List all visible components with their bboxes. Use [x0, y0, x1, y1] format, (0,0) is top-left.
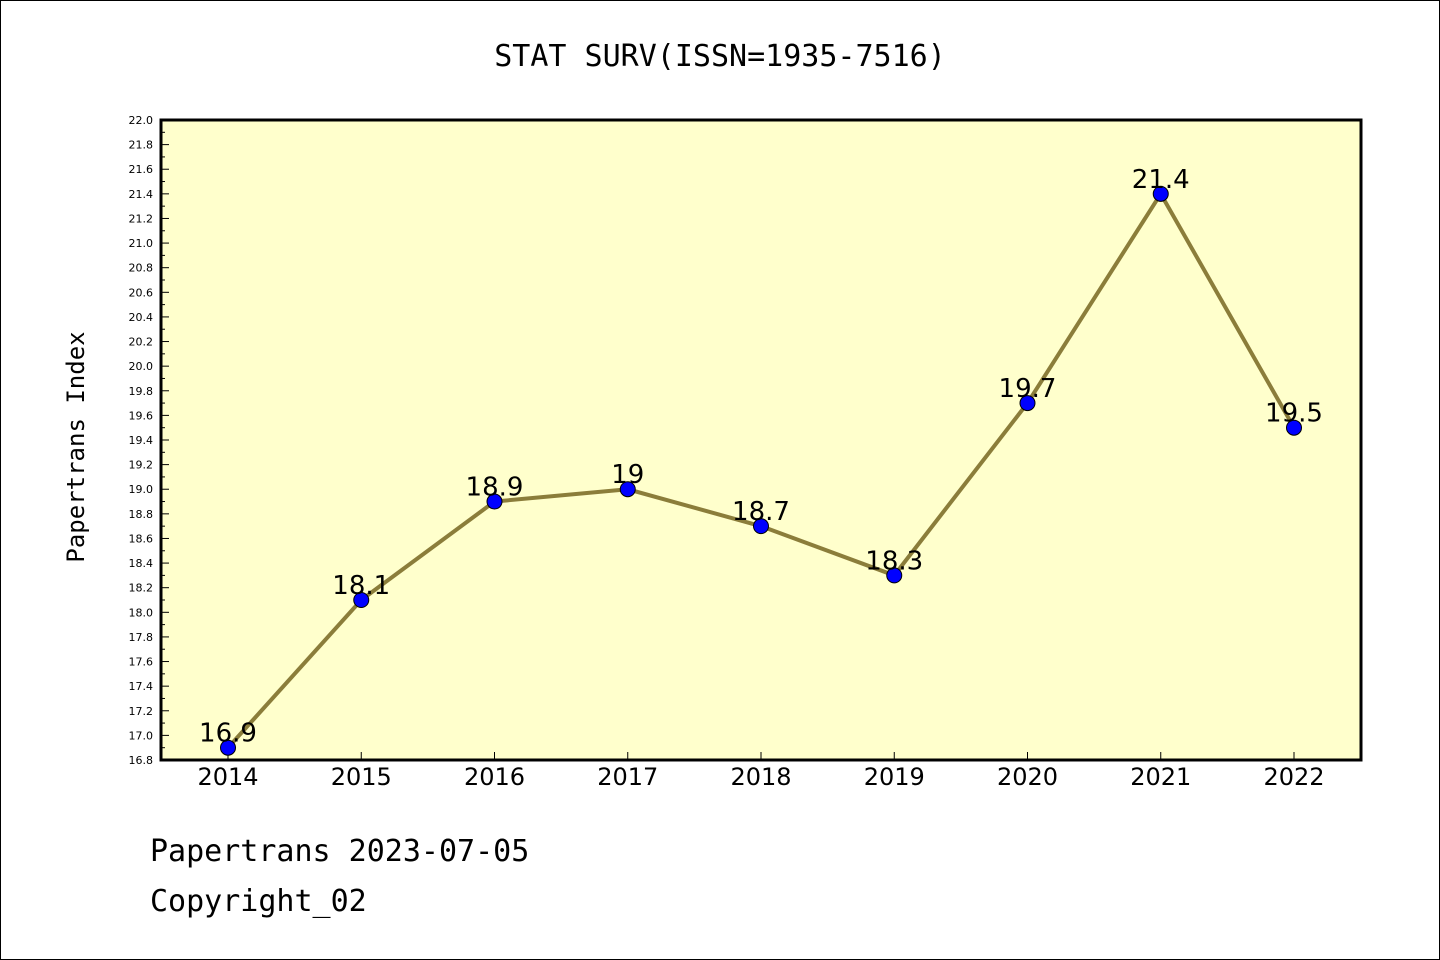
- y-tick-label: 21.4: [129, 188, 154, 201]
- data-label-group: 16.9 18.1 18.9 19 18.7 18.3 19.7 21.4 19.5: [199, 165, 1323, 749]
- data-label: 19.5: [1265, 399, 1323, 429]
- y-tick-label: 20.4: [129, 311, 154, 324]
- data-point-marker: [220, 739, 236, 756]
- y-tick-label: 21.0: [129, 237, 154, 250]
- y-tick-label: 20.8: [129, 262, 154, 275]
- x-axis: 2014 2015 2016 2017 2018 2019 2020 2021 2022: [197, 752, 1325, 791]
- x-tick-label: 2022: [1263, 763, 1324, 791]
- data-point-marker: [1019, 395, 1036, 412]
- footer-date-line: Papertrans 2023-07-05: [150, 834, 530, 869]
- data-point-marker: [486, 493, 503, 510]
- footer-copyright-line: Copyright_02: [150, 884, 367, 919]
- x-tick-label: 2015: [331, 763, 392, 791]
- data-point-marker: [619, 481, 636, 498]
- y-tick-label: 17.2: [129, 705, 154, 718]
- y-tick-label: 19.4: [129, 434, 154, 447]
- y-tick-label: 19.2: [129, 459, 154, 472]
- data-label: 21.4: [1132, 165, 1190, 195]
- data-point-marker: [353, 592, 370, 608]
- y-tick-label: 17.8: [129, 631, 154, 644]
- data-label: 18.9: [466, 473, 524, 503]
- data-point-marker: [1152, 185, 1169, 202]
- data-label: 16.9: [199, 719, 257, 749]
- x-tick-label: 2019: [864, 763, 925, 791]
- y-tick-label: 21.8: [129, 139, 154, 152]
- x-tick-label: 2020: [997, 763, 1058, 791]
- x-tick-label: 2016: [464, 763, 525, 791]
- x-tick-label: 2017: [597, 763, 658, 791]
- y-tick-label: 21.2: [129, 212, 154, 225]
- y-axis-label: Papertrans Index: [62, 331, 90, 562]
- y-tick-label: 17.6: [129, 656, 154, 669]
- y-tick-label: 21.6: [129, 163, 154, 176]
- y-tick-label: 17.0: [129, 729, 154, 742]
- data-point-marker: [886, 567, 903, 584]
- data-label: 18.1: [332, 571, 390, 601]
- y-tick-label: 17.4: [129, 680, 154, 693]
- x-tick-label: 2021: [1130, 763, 1191, 791]
- y-tick-label: 20.2: [129, 336, 154, 349]
- y-tick-label: 19.0: [129, 483, 154, 496]
- plot-area: [159, 118, 1363, 762]
- chart-title: STAT SURV(ISSN=1935-7516): [494, 39, 946, 74]
- y-tick-label: 19.6: [129, 409, 154, 422]
- y-axis: 16.8 17.0 17.2 17.4 17.6 17.8 18.0 18.2 18.4 18.6…: [129, 114, 169, 767]
- y-tick-label: 20.6: [129, 286, 154, 299]
- data-label: 18.3: [865, 546, 923, 576]
- y-tick-label: 18.4: [129, 557, 154, 570]
- y-tick-label: 18.8: [129, 508, 154, 521]
- data-label: 18.7: [732, 497, 790, 527]
- y-tick-label: 16.8: [129, 754, 154, 767]
- y-tick-label: 22.0: [129, 114, 154, 127]
- y-tick-label: 18.6: [129, 532, 154, 545]
- y-tick-label: 20.0: [129, 360, 154, 373]
- y-tick-label: 19.8: [129, 385, 154, 398]
- marker-group: [220, 185, 1302, 756]
- data-label: 19: [611, 460, 644, 490]
- data-point-marker: [753, 518, 769, 535]
- data-point-marker: [1286, 419, 1302, 436]
- y-tick-label: 18.0: [129, 606, 154, 619]
- x-tick-label: 2018: [730, 763, 791, 791]
- x-tick-label: 2014: [197, 763, 258, 791]
- data-label: 19.7: [999, 374, 1057, 404]
- y-tick-label: 18.2: [129, 582, 154, 595]
